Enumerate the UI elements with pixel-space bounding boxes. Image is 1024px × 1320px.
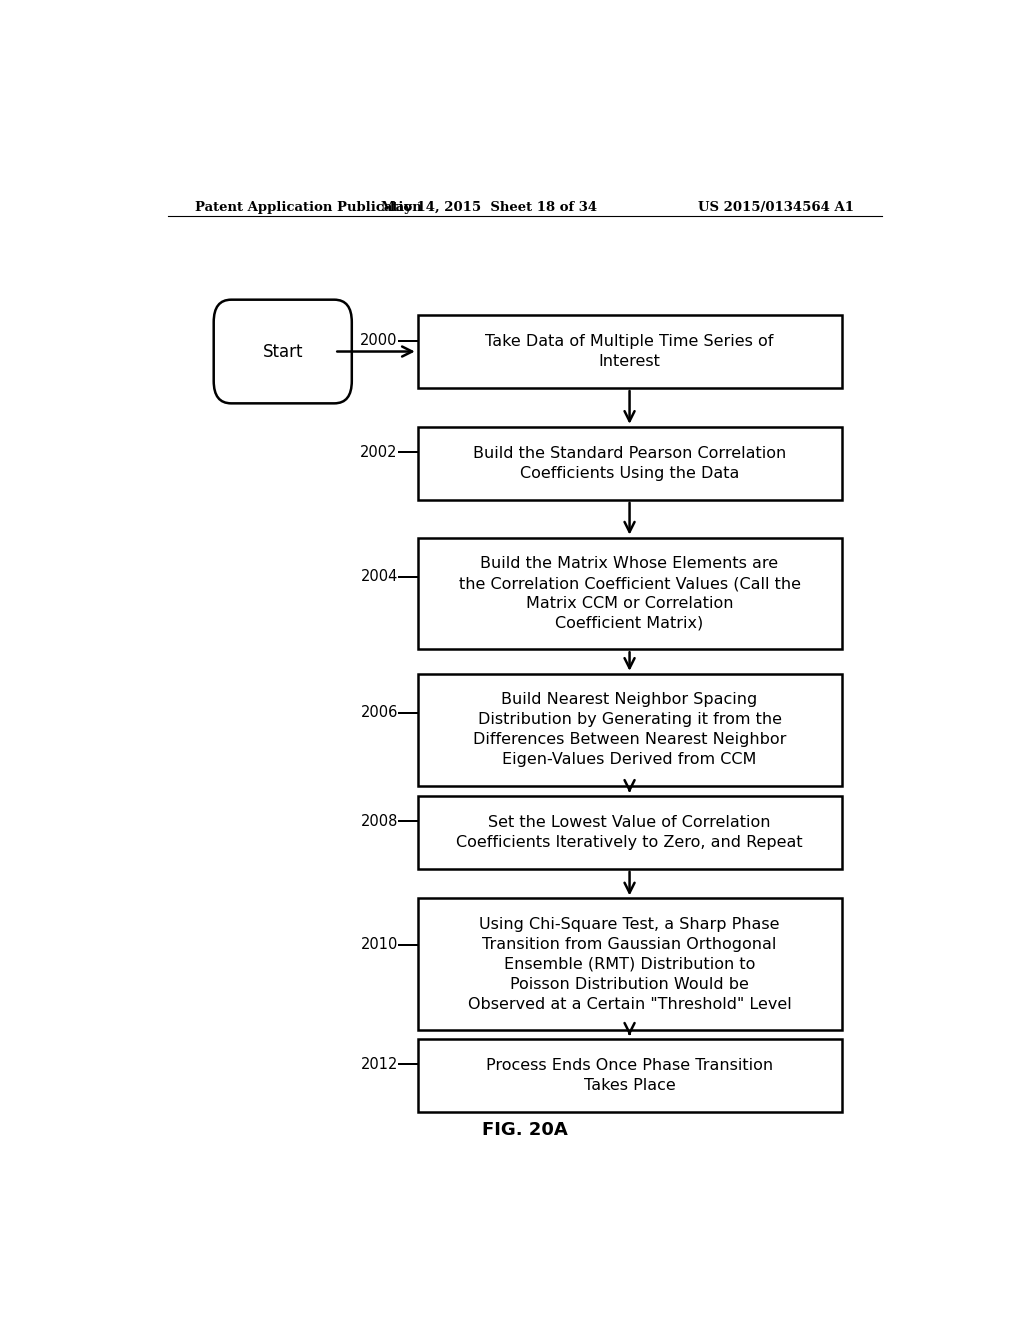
Text: Build the Matrix Whose Elements are
the Correlation Coefficient Values (Call the: Build the Matrix Whose Elements are the … <box>459 556 801 631</box>
Text: Build the Standard Pearson Correlation
Coefficients Using the Data: Build the Standard Pearson Correlation C… <box>473 446 786 480</box>
Text: 2000: 2000 <box>360 333 397 348</box>
Text: 2008: 2008 <box>360 814 397 829</box>
Text: 2010: 2010 <box>360 937 397 952</box>
FancyBboxPatch shape <box>418 315 842 388</box>
FancyBboxPatch shape <box>418 1039 842 1111</box>
Text: FIG. 20A: FIG. 20A <box>482 1121 567 1139</box>
Text: May 14, 2015  Sheet 18 of 34: May 14, 2015 Sheet 18 of 34 <box>381 201 597 214</box>
Text: 2004: 2004 <box>360 569 397 585</box>
FancyBboxPatch shape <box>418 796 842 869</box>
Text: 2002: 2002 <box>360 445 397 459</box>
Text: Start: Start <box>262 342 303 360</box>
FancyBboxPatch shape <box>214 300 352 404</box>
FancyBboxPatch shape <box>418 426 842 500</box>
Text: 2012: 2012 <box>360 1057 397 1072</box>
Text: Build Nearest Neighbor Spacing
Distribution by Generating it from the
Difference: Build Nearest Neighbor Spacing Distribut… <box>473 693 786 767</box>
FancyBboxPatch shape <box>418 899 842 1031</box>
FancyBboxPatch shape <box>418 673 842 785</box>
Text: Set the Lowest Value of Correlation
Coefficients Iteratively to Zero, and Repeat: Set the Lowest Value of Correlation Coef… <box>457 814 803 850</box>
Text: Using Chi-Square Test, a Sharp Phase
Transition from Gaussian Orthogonal
Ensembl: Using Chi-Square Test, a Sharp Phase Tra… <box>468 917 792 1011</box>
Text: Patent Application Publication: Patent Application Publication <box>196 201 422 214</box>
Text: Take Data of Multiple Time Series of
Interest: Take Data of Multiple Time Series of Int… <box>485 334 774 368</box>
Text: 2006: 2006 <box>360 705 397 721</box>
Text: Process Ends Once Phase Transition
Takes Place: Process Ends Once Phase Transition Takes… <box>486 1057 773 1093</box>
Text: US 2015/0134564 A1: US 2015/0134564 A1 <box>698 201 854 214</box>
FancyBboxPatch shape <box>418 537 842 649</box>
